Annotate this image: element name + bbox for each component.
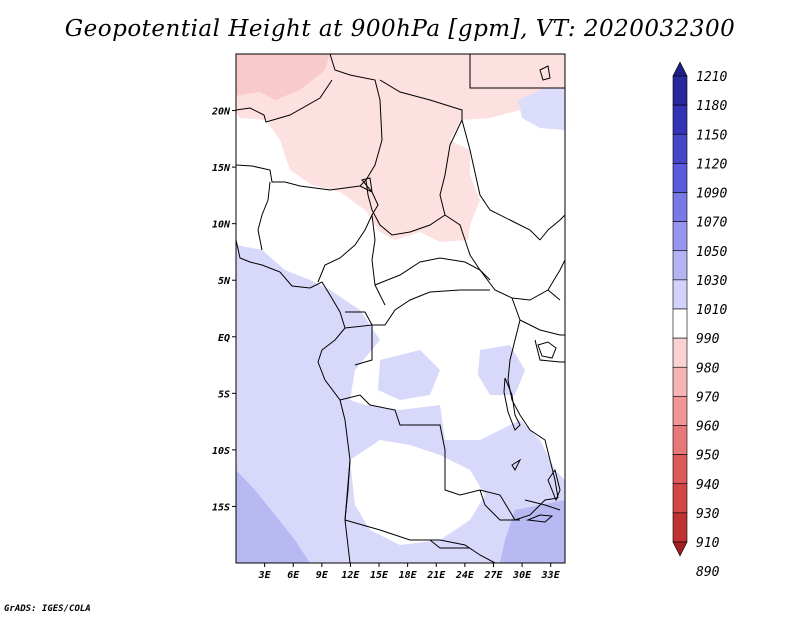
colorbar-label: 990 [696, 332, 720, 347]
chart-title: Geopotential Height at 900hPa [gpm], VT:… [64, 16, 736, 42]
lat-tick-label: 10S [212, 446, 230, 457]
colorbar-segment [672, 308, 688, 339]
map-frame [235, 53, 566, 564]
lon-tick-label: 6E [287, 570, 300, 581]
colorbar-segment [672, 75, 688, 106]
colorbar-segment [672, 512, 688, 543]
pink-blob-2 [300, 118, 372, 165]
colorbar-label: 930 [696, 507, 720, 522]
longitude-axis: 3E 6E 9E 12E 15E 18E 21E 24E 27E 30E 33E [258, 563, 561, 581]
country-borders [236, 54, 565, 563]
lat-tick-label: 10N [212, 220, 231, 231]
lon-tick-label: 27E [483, 570, 503, 581]
lon-tick-label: 18E [399, 570, 418, 581]
lavender-interior-blob [378, 350, 440, 400]
colorbar-segment [672, 396, 688, 426]
colorbar-label: 1070 [696, 216, 727, 231]
purple-sw-region [236, 470, 310, 563]
colorbar-label: 940 [696, 478, 720, 493]
colorbar-segment [672, 61, 688, 77]
pink-contour-region [236, 54, 565, 242]
colorbar-label: 1150 [696, 128, 727, 143]
colorbar-segment [672, 425, 688, 455]
lat-tick-label: 15S [212, 502, 230, 513]
colorbar-segment [672, 279, 688, 310]
lon-tick-label: 12E [341, 570, 360, 581]
colorbar-label: 960 [696, 420, 720, 435]
colorbar-label: 890 [696, 565, 720, 580]
colorbar-segment [672, 192, 688, 222]
colorbar-segment [672, 133, 688, 164]
lon-tick-label: 30E [512, 570, 532, 581]
colorbar-segment [672, 250, 688, 281]
colorbar-segment [672, 366, 688, 397]
lavender-east-blob [478, 345, 525, 395]
lavender-ocean-region [236, 245, 565, 563]
colorbar-segment [672, 104, 688, 135]
lon-tick-label: 3E [258, 570, 272, 581]
colorbar-label: 1090 [696, 187, 727, 202]
map-plot-area [236, 54, 565, 563]
colorbar-segment [672, 221, 688, 252]
colorbar-segment [672, 541, 688, 557]
colorbar-segment [672, 163, 688, 193]
lon-tick-label: 21E [426, 570, 446, 581]
pink-darker-region [236, 54, 330, 100]
lat-tick-label: 5S [218, 389, 230, 400]
colorbar-segment [672, 483, 688, 514]
colorbar-label: 1030 [696, 274, 727, 289]
white-land-south [350, 440, 485, 545]
lat-tick-label: 20N [211, 107, 231, 118]
lat-tick-label: 15N [212, 163, 231, 174]
colorbar-label: 1210 [696, 70, 727, 85]
lon-tick-label: 33E [541, 570, 561, 581]
colorbar-label: 1120 [696, 157, 727, 172]
lon-tick-label: 15E [370, 570, 389, 581]
colorbar-label: 1180 [696, 99, 727, 114]
lavender-ne-blob [518, 88, 565, 130]
colorbar-label: 1050 [696, 245, 727, 260]
colorbar-label: 980 [696, 361, 720, 376]
lon-tick-label: 24E [455, 570, 475, 581]
colorbar-label: 950 [696, 449, 720, 464]
lon-tick-label: 9E [316, 570, 329, 581]
colorbar-label: 1010 [696, 303, 727, 318]
colorbar-segment [672, 454, 688, 485]
latitude-axis: 20N 15N 10N 5N EQ 5S 10S 15S [211, 107, 236, 513]
lat-tick-label: EQ [218, 333, 230, 344]
lat-tick-label: 5N [218, 276, 231, 287]
grads-credit: GrADS: IGES/COLA [4, 604, 91, 614]
colorbar-label: 970 [696, 390, 720, 405]
colorbar: 1210 1180 1150 1120 1090 1070 1050 1030 1010 990 9… [672, 61, 727, 580]
colorbar-segment [672, 337, 688, 368]
colorbar-label: 910 [696, 536, 720, 551]
